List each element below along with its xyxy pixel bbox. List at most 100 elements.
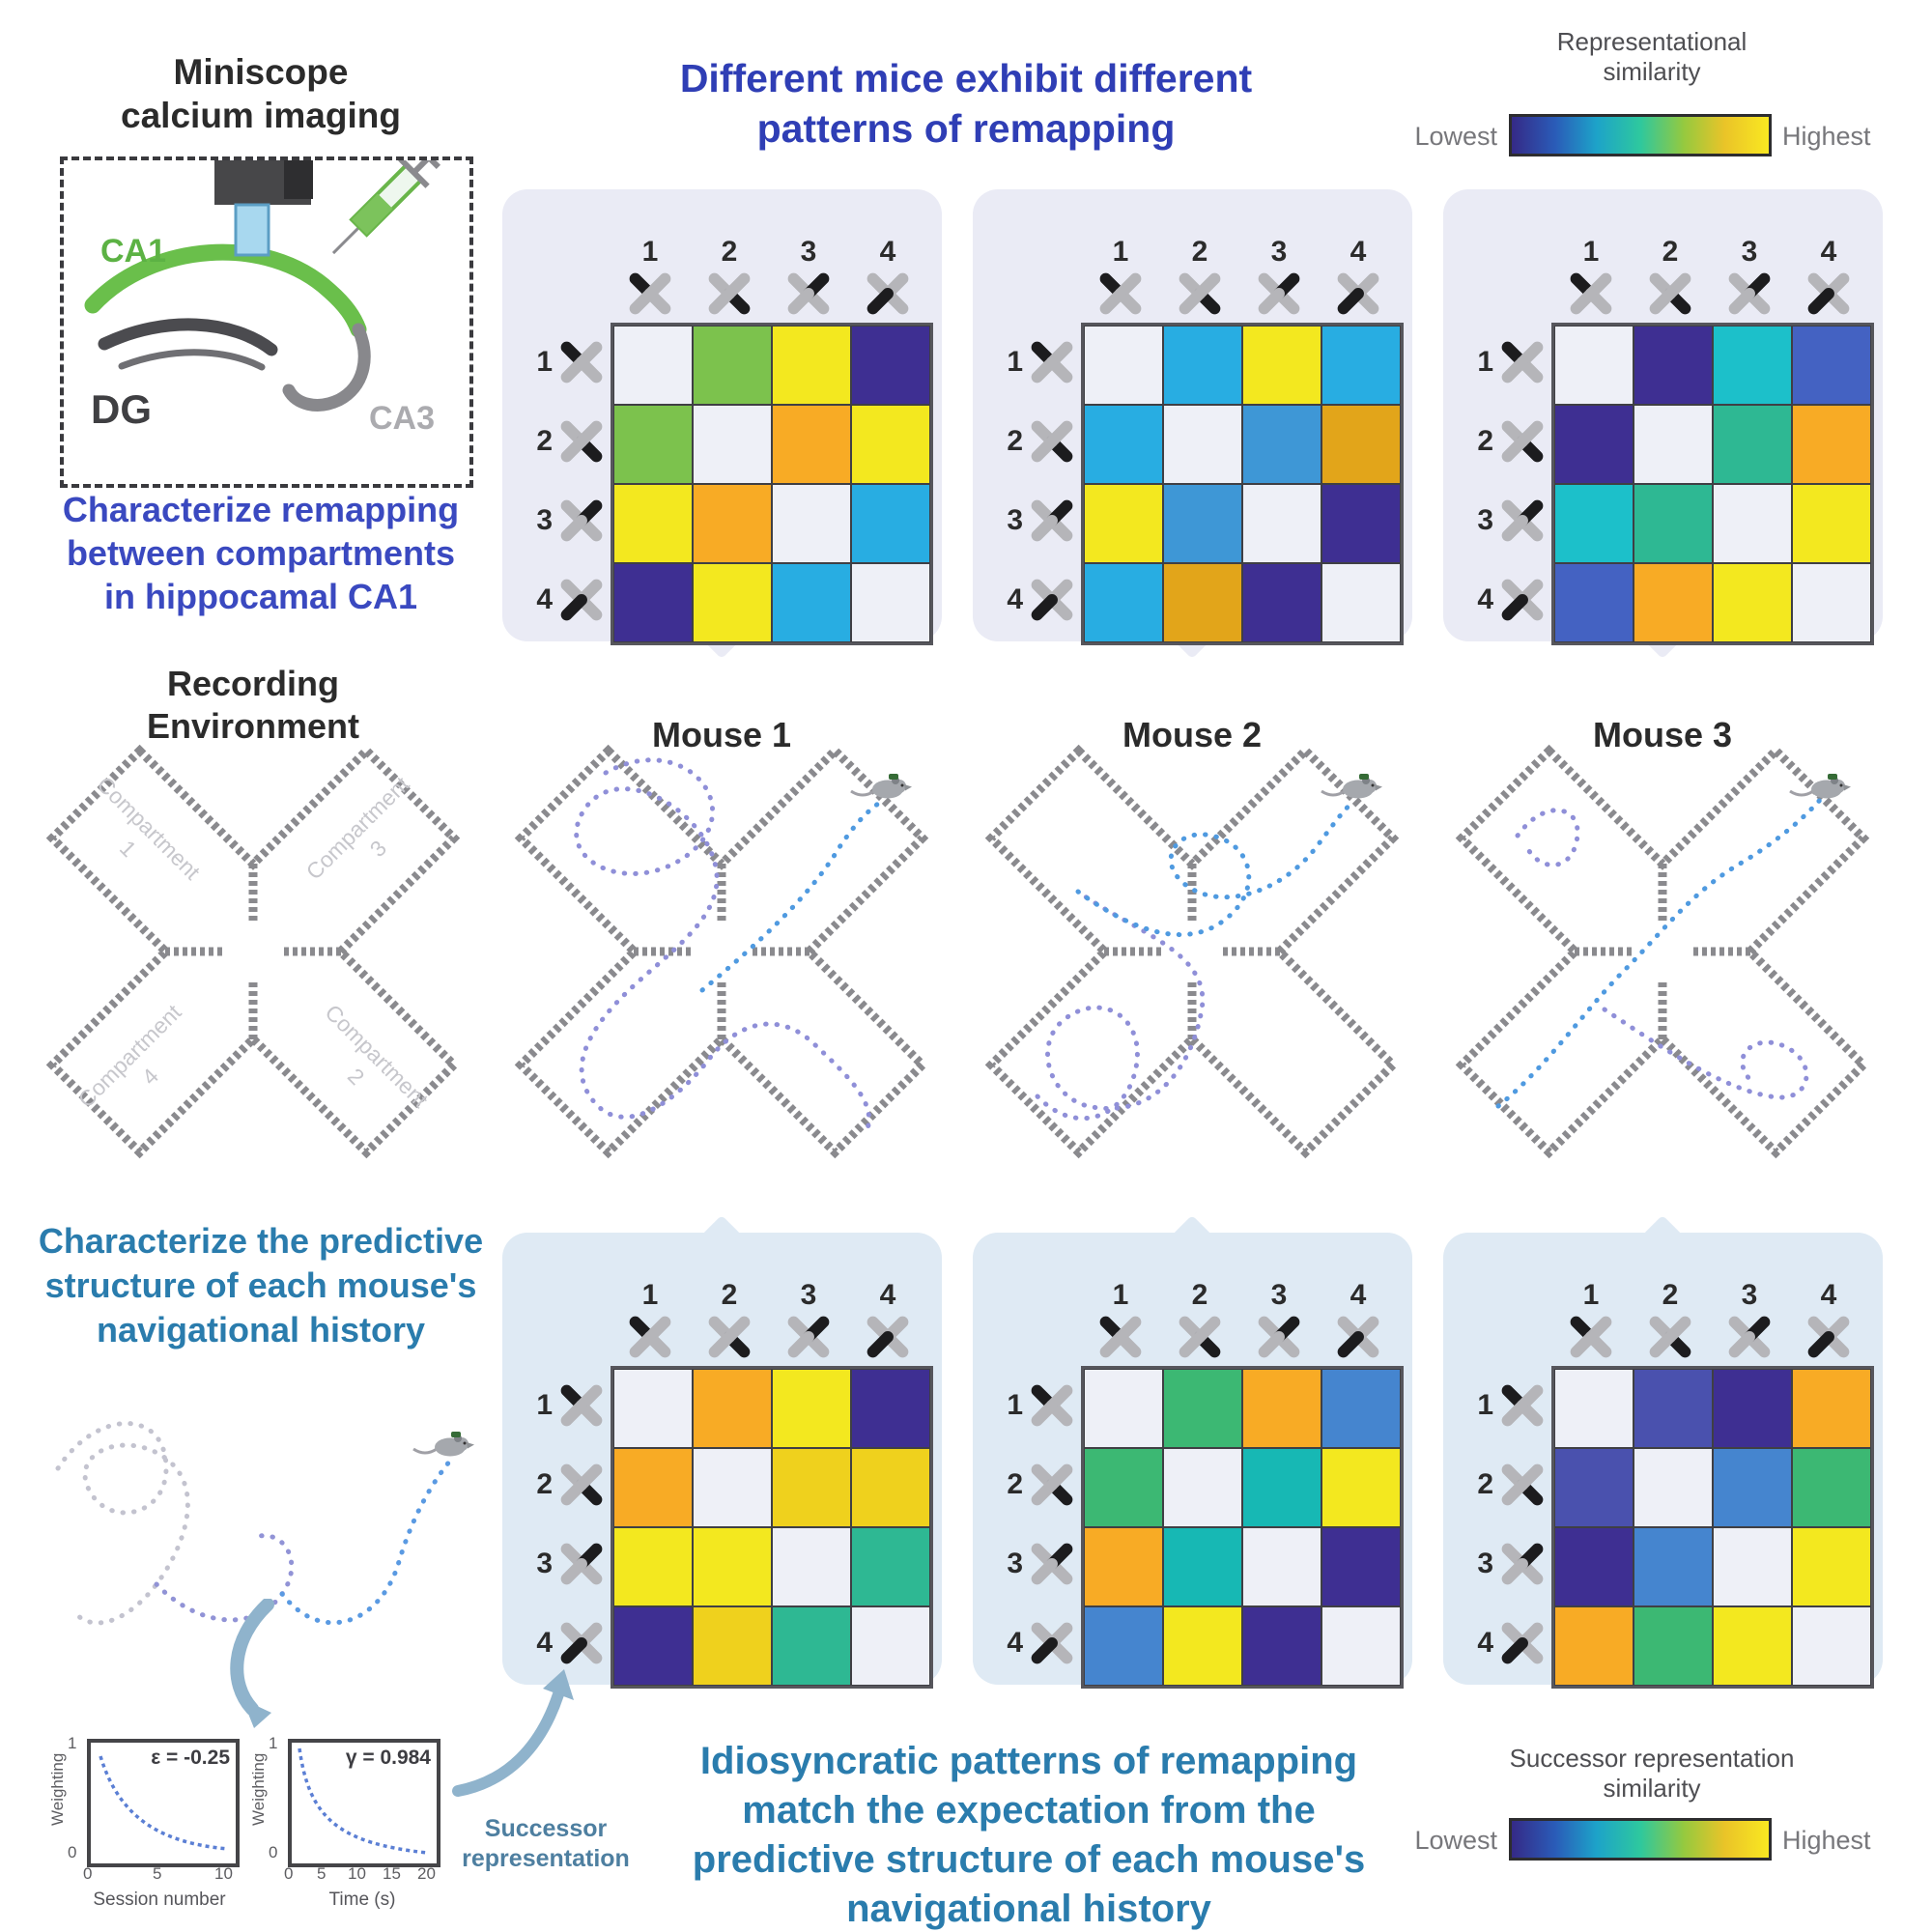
maze-icon-compartment-4 <box>1807 1316 1850 1358</box>
maze-icon-compartment-2 <box>708 272 751 315</box>
col-header-number: 4 <box>1350 1279 1367 1311</box>
matrix-cell-r1c4 <box>1321 326 1401 405</box>
maze-icon-compartment-1 <box>1031 341 1073 384</box>
matrix-row-header-1: 1 <box>508 323 609 402</box>
arrow-down-icon <box>230 1599 274 1728</box>
matrix-cell-r4c3 <box>1242 563 1321 642</box>
matrix-cell-r1c4 <box>1321 1369 1401 1448</box>
colorbar-bottom-title: Successor representation similarity <box>1509 1744 1795 1803</box>
maze-icon-compartment-2 <box>1179 272 1221 315</box>
matrix-cell-r4c1 <box>1084 1606 1163 1686</box>
matrix-row-header-4: 4 <box>979 1604 1079 1683</box>
matrix-cell-r4c4 <box>1321 563 1401 642</box>
col-header-number: 2 <box>721 236 738 268</box>
maze-icon-compartment-1 <box>629 272 671 315</box>
matrix-cell-r2c3 <box>1713 1448 1792 1527</box>
matrix-cell-r4c4 <box>1792 1606 1871 1686</box>
matrix-col-header-3: 3 <box>1239 1248 1319 1364</box>
matrix-row-header-4: 4 <box>1449 560 1549 639</box>
matrix-cell-r2c1 <box>613 1448 693 1527</box>
hippocampus-schematic: CA1 DG CA3 <box>84 129 441 437</box>
matrix-cell-r2c2 <box>1163 405 1242 484</box>
row-header-number: 2 <box>536 1468 553 1500</box>
mouse-icon <box>1789 774 1851 799</box>
plotA-xtick-5: 5 <box>153 1864 162 1883</box>
trajectory-mid <box>154 1533 295 1623</box>
miniscope-icon <box>214 129 313 257</box>
matrix-cell-r3c4 <box>1321 484 1401 563</box>
matrix-cell-r2c3 <box>772 1448 851 1527</box>
maze-center-walls <box>1575 864 1750 1039</box>
similarity-matrix-grid <box>1081 323 1404 645</box>
matrix-col-header-4: 4 <box>848 205 927 321</box>
matrix-cell-r4c3 <box>772 563 851 642</box>
plotA-box: ε = -0.25 <box>87 1739 240 1867</box>
row-header-number: 4 <box>536 583 553 615</box>
col-header-number: 4 <box>1350 236 1367 268</box>
matrix-cell-r4c1 <box>1554 563 1634 642</box>
successor-panel-mouse2: 1 2 3 4 1 2 3 4 <box>973 1214 1412 1689</box>
matrix-cell-r2c1 <box>1084 1448 1163 1527</box>
similarity-matrix-grid <box>611 1366 933 1689</box>
maze-icon-compartment-3 <box>1728 272 1771 315</box>
plotB-xtick-10: 10 <box>348 1864 366 1883</box>
plotA-ytick-1: 1 <box>68 1734 77 1752</box>
matrix-cell-r4c3 <box>1242 1606 1321 1686</box>
plotB-xtick-20: 20 <box>417 1864 436 1883</box>
row-header-number: 2 <box>1007 425 1023 457</box>
matrix-cell-r1c4 <box>1792 1369 1871 1448</box>
matrix-cell-r2c4 <box>851 1448 930 1527</box>
matrix-row-header-4: 4 <box>508 1604 609 1683</box>
matrix-row-header-3: 3 <box>1449 481 1549 560</box>
matrix-row-header-2: 2 <box>508 402 609 481</box>
matrix-row-header-1: 1 <box>1449 323 1549 402</box>
matrix-cell-r1c1 <box>1084 1369 1163 1448</box>
matrix-row-header-3: 3 <box>508 1524 609 1604</box>
matrix-cell-r4c4 <box>851 1606 930 1686</box>
matrix-row-header-3: 3 <box>979 481 1079 560</box>
maze-center-walls <box>165 864 341 1039</box>
matrix-cell-r3c2 <box>693 484 772 563</box>
maze-icon-compartment-1 <box>1099 1316 1142 1358</box>
col-header-number: 1 <box>1582 1279 1600 1311</box>
matrix-cell-r1c3 <box>772 326 851 405</box>
matrix-row-header-3: 3 <box>508 481 609 560</box>
history-trajectory <box>55 1421 474 1626</box>
matrix-row-header-2: 2 <box>508 1445 609 1524</box>
row-header-number: 2 <box>1477 425 1493 457</box>
maze-outline <box>984 744 1400 1159</box>
matrix-cell-r3c3 <box>772 1527 851 1606</box>
colorbar-top-lowest: Lowest <box>1414 122 1497 151</box>
matrix-cell-r4c1 <box>613 1606 693 1686</box>
matrix-cell-r4c1 <box>1554 1606 1634 1686</box>
matrix-row-header-1: 1 <box>508 1366 609 1445</box>
matrix-col-header-2: 2 <box>1160 205 1239 321</box>
mouse3-label: Mouse 3 <box>1592 715 1733 754</box>
similarity-matrix-grid <box>1551 1366 1874 1689</box>
maze-icon-compartment-3 <box>1728 1316 1771 1358</box>
maze-icon-compartment-3 <box>1258 272 1300 315</box>
row-header-number: 1 <box>1477 1389 1493 1421</box>
matrix-col-header-1: 1 <box>1081 1248 1160 1364</box>
col-header-number: 4 <box>1820 236 1837 268</box>
matrix-cell-r4c2 <box>693 563 772 642</box>
col-header-number: 1 <box>1112 236 1129 268</box>
matrix-row-header-2: 2 <box>979 1445 1079 1524</box>
col-header-number: 4 <box>879 236 896 268</box>
maze-center-walls <box>1104 864 1280 1039</box>
row-header-number: 4 <box>536 1627 553 1659</box>
mouse3-maze <box>1455 744 1870 1159</box>
matrix-cell-r1c3 <box>1242 326 1321 405</box>
maze-icon-compartment-2 <box>1649 1316 1691 1358</box>
matrix-col-header-1: 1 <box>1551 205 1631 321</box>
maze-icon-compartment-1 <box>1570 1316 1612 1358</box>
maze-icon-compartment-3 <box>560 499 603 542</box>
matrix-cell-r4c2 <box>1634 563 1713 642</box>
row-header-number: 3 <box>536 1548 553 1579</box>
col-header-number: 2 <box>721 1279 738 1311</box>
matrix-col-header-3: 3 <box>1239 205 1319 321</box>
maze-icon-compartment-2 <box>1031 420 1073 463</box>
arrow-up-right-icon <box>452 1669 574 1797</box>
maze-icon-compartment-3 <box>787 272 830 315</box>
